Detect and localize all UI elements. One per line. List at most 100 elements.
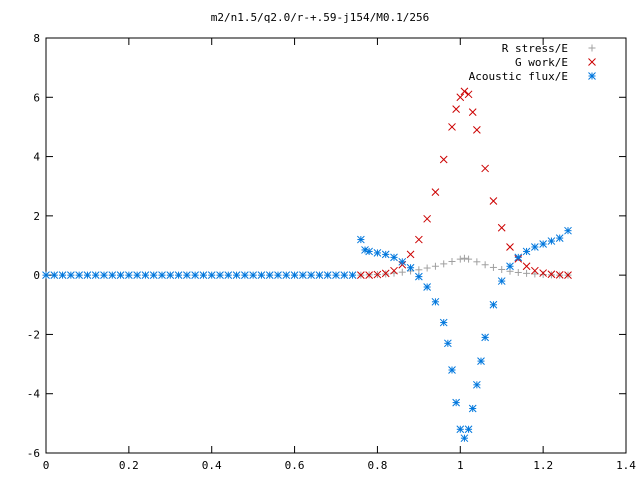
data-point xyxy=(323,271,332,279)
data-point xyxy=(452,105,460,113)
data-point xyxy=(481,261,489,269)
y-tick-label: 4 xyxy=(33,151,40,164)
data-point xyxy=(141,271,150,279)
data-point xyxy=(431,262,439,270)
data-point xyxy=(506,243,514,251)
data-point xyxy=(183,271,191,279)
data-point xyxy=(257,271,266,279)
x-tick-label: 0.6 xyxy=(285,459,305,472)
legend-marker xyxy=(588,72,596,80)
y-tick-label: -4 xyxy=(27,388,41,401)
chart-title: m2/n1.5/q2.0/r-+.59-j154/M0.1/256 xyxy=(211,11,430,24)
data-point xyxy=(481,164,489,173)
data-point xyxy=(249,271,257,279)
data-point xyxy=(348,271,357,279)
data-point xyxy=(464,425,473,434)
x-tick-label: 1.2 xyxy=(533,459,553,472)
data-point xyxy=(423,264,431,272)
data-point xyxy=(473,380,481,389)
data-point xyxy=(531,243,539,251)
y-tick-label: 6 xyxy=(33,91,40,104)
data-point xyxy=(381,250,390,259)
data-point xyxy=(216,271,224,279)
data-point xyxy=(108,271,117,279)
data-point xyxy=(332,271,340,279)
data-point xyxy=(174,271,183,279)
x-tick-label: 1.4 xyxy=(616,459,636,472)
data-point xyxy=(514,253,523,262)
data-point xyxy=(497,223,506,232)
legend-marker xyxy=(588,44,596,52)
data-point xyxy=(373,270,382,279)
x-tick-label: 0.2 xyxy=(119,459,139,472)
data-point xyxy=(448,366,456,374)
data-point xyxy=(340,271,349,279)
data-point xyxy=(522,262,531,271)
data-point xyxy=(307,271,315,279)
data-point xyxy=(456,425,465,434)
data-point xyxy=(473,258,481,266)
data-point xyxy=(50,271,59,279)
data-point xyxy=(67,271,75,279)
data-point xyxy=(539,240,547,248)
data-point xyxy=(440,260,448,268)
legend-marker xyxy=(588,58,596,66)
data-point xyxy=(100,271,108,279)
data-point xyxy=(299,271,307,279)
data-point xyxy=(464,90,473,99)
data-point xyxy=(58,271,67,279)
data-point xyxy=(83,271,92,279)
data-point xyxy=(481,333,489,342)
data-point xyxy=(497,277,506,285)
data-point xyxy=(468,108,477,116)
data-point xyxy=(452,398,460,407)
data-point xyxy=(448,258,456,266)
data-point xyxy=(390,266,398,275)
data-point xyxy=(539,271,547,279)
data-point xyxy=(460,254,468,262)
data-point xyxy=(473,126,481,134)
data-point xyxy=(373,249,382,257)
data-point xyxy=(207,271,216,279)
x-tick-label: 0.8 xyxy=(367,459,387,472)
data-point xyxy=(514,268,522,276)
series-0 xyxy=(357,254,572,279)
data-point xyxy=(522,247,531,256)
x-tick-label: 0.4 xyxy=(202,459,222,472)
data-point xyxy=(415,235,423,244)
data-point xyxy=(506,262,514,271)
data-point xyxy=(460,87,469,96)
data-point xyxy=(555,270,564,279)
data-point xyxy=(274,271,282,279)
axis-ticks: 0 0.2 0.4 0.6 0.8 1 1.2 1.4 -6 -4 -2 0 2 4 6 8 xyxy=(27,32,637,472)
data-point xyxy=(166,271,175,279)
data-point xyxy=(489,300,498,309)
data-point xyxy=(398,257,407,266)
data-point xyxy=(456,255,464,263)
series-2 xyxy=(42,226,572,443)
data-point xyxy=(564,271,572,279)
data-point xyxy=(431,188,440,196)
x-tick-label: 1 xyxy=(457,459,464,472)
data-point xyxy=(191,271,199,279)
data-point xyxy=(241,271,249,279)
data-point xyxy=(125,271,133,279)
data-point xyxy=(415,266,423,274)
data-point xyxy=(468,404,477,413)
data-point xyxy=(357,271,365,279)
data-point xyxy=(523,269,531,277)
data-point xyxy=(423,283,431,291)
data-point xyxy=(149,271,158,279)
data-point xyxy=(282,271,291,279)
series-layer xyxy=(42,87,572,443)
data-point xyxy=(489,263,497,271)
data-point xyxy=(158,271,166,279)
legend-label: R stress/E xyxy=(502,42,568,55)
y-tick-label: -6 xyxy=(27,447,40,460)
data-point xyxy=(439,155,448,164)
data-point xyxy=(531,270,539,278)
data-point xyxy=(75,271,83,279)
y-tick-label: -2 xyxy=(27,328,40,341)
data-point xyxy=(315,271,324,279)
data-point xyxy=(477,357,485,365)
